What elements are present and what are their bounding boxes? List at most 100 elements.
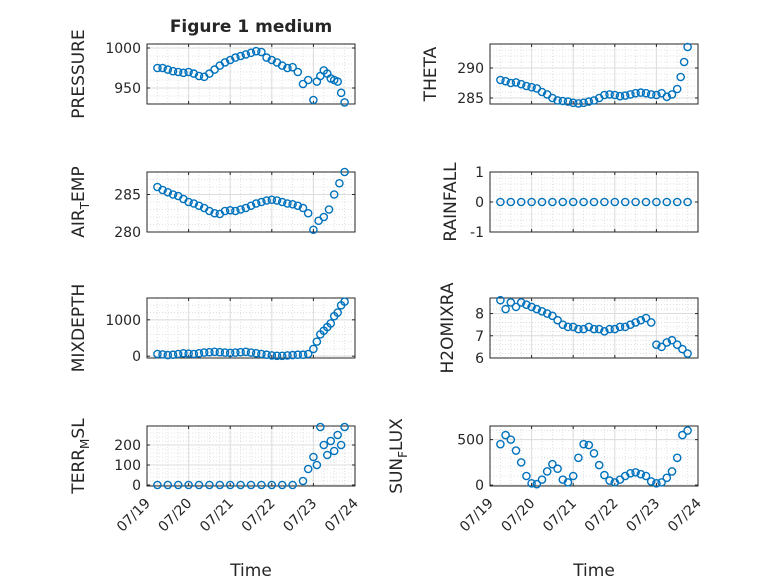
y-tick-label: 0 [132,478,141,494]
data-point [579,324,588,334]
data-point [326,319,336,328]
data-point [246,480,256,490]
data-point [298,350,308,360]
data-point [542,467,552,476]
data-point [574,99,583,108]
data-point [257,480,266,490]
data-point [184,349,193,358]
data-point [672,453,682,463]
data-point [205,206,214,216]
data-point [511,302,521,312]
data-point [548,311,557,321]
data-point [511,446,521,455]
data-point [579,439,588,449]
data-point [527,197,536,207]
data-point [678,344,687,354]
data-point [303,75,313,85]
data-point [333,308,342,317]
data-point [662,338,672,347]
data-point [600,327,609,336]
data-point [548,459,557,469]
data-point [532,304,542,314]
axes-air-temp: 280 285 AIRTEMP [69,166,356,241]
data-point [262,196,271,205]
data-point [163,480,173,490]
data-point [262,53,271,62]
data-point [277,61,287,70]
data-point [173,67,183,77]
data-point [676,72,685,82]
data-point [179,68,188,78]
data-point [511,78,521,87]
data-point [288,62,297,72]
data-point [516,79,526,89]
data-point [496,295,505,305]
data-point [506,78,516,88]
axes-box [489,425,699,487]
data-point [163,65,173,74]
data-point [527,302,536,312]
data-point [496,439,505,449]
data-point [205,347,214,357]
data-point [631,318,640,327]
y-tick-label: 7 [475,329,484,345]
data-point [683,426,692,435]
data-point [594,324,604,334]
data-point [589,197,599,207]
data-point [506,435,516,444]
data-point [496,197,505,207]
data-point [189,199,199,208]
series-rainfall [496,197,692,207]
data-point [184,67,193,77]
data-point [215,480,225,490]
data-point [309,452,318,462]
data-point [600,470,609,480]
data-point [272,196,282,205]
series-mixdepth [153,297,349,361]
data-point [241,50,251,59]
data-point [641,88,651,98]
data-point [251,46,261,56]
data-point [293,350,303,360]
data-point [506,298,516,307]
data-point [553,315,562,325]
y-tick-label: 290 [457,61,484,77]
data-point [257,47,266,57]
data-point [288,350,297,360]
x-axis-label: Time [229,561,272,581]
data-point [194,71,204,81]
data-point [568,322,578,332]
data-point [683,197,692,207]
data-point [173,349,183,359]
data-point [579,197,588,207]
data-point [267,480,277,490]
data-point [236,205,245,214]
data-point [340,422,349,432]
y-tick-label: 0 [475,195,484,211]
data-point [303,349,313,359]
data-point [610,324,620,334]
data-point [626,320,635,329]
data-point [267,351,277,360]
x-axis-label: Time [572,561,615,581]
y-tick-label: 8 [475,307,484,323]
data-point [579,98,588,108]
data-point [516,298,526,307]
data-point [563,97,573,106]
data-point [158,63,167,73]
y-tick-label: -1 [470,225,484,241]
data-point [672,84,682,94]
data-point [537,87,547,97]
data-point [267,195,277,205]
data-point [605,324,614,334]
data-point [324,205,334,214]
data-point [236,347,245,357]
data-point [652,478,661,488]
y-tick-label: 200 [114,438,141,454]
data-point [672,197,682,207]
data-point [220,58,230,67]
data-point [548,93,557,103]
y-tick-label: 0 [475,478,484,494]
y-axis-label: THETA [421,46,441,102]
data-point [220,348,230,357]
